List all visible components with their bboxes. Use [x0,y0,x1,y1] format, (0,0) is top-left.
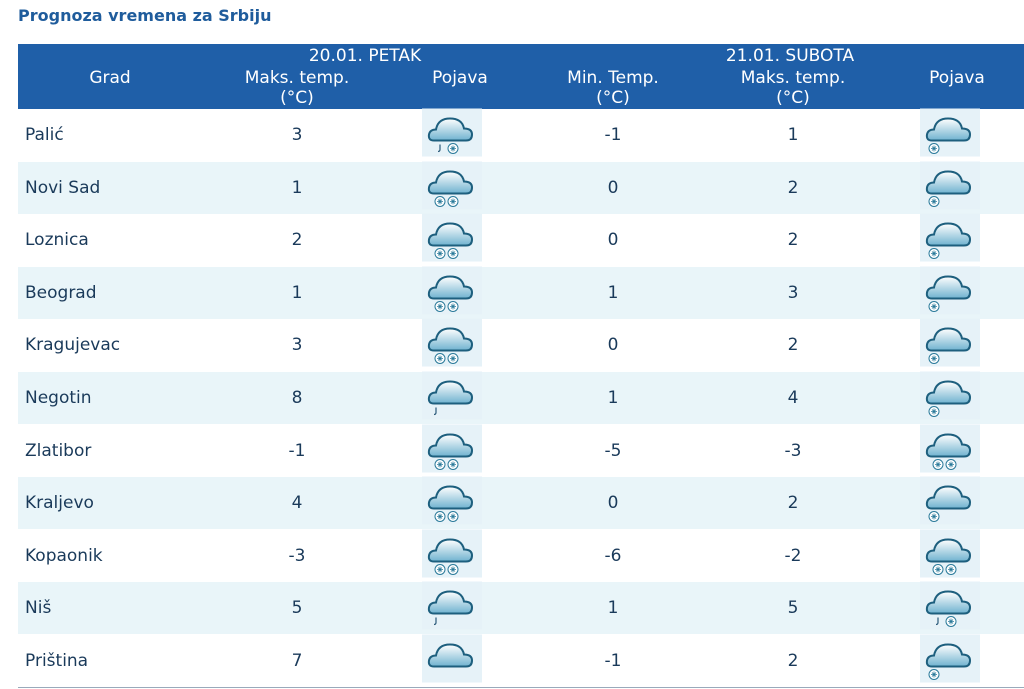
city-cell: Palić [25,125,64,146]
weather-icon [920,108,980,162]
weather-icon [422,108,482,162]
temp-cell: 1 [291,177,303,198]
city-cell: Negotin [25,388,92,409]
temp-cell: 3 [291,335,303,356]
weather-icon [422,318,482,372]
temp-cell: 1 [607,598,619,619]
temp-cell: 1 [787,125,799,146]
weather-icon [422,213,482,267]
temp-cell: 0 [607,493,619,514]
temp-cell: 2 [787,230,799,251]
temp-cell: 1 [607,282,619,303]
weather-icon [920,529,980,582]
column-header: Pojava [432,68,488,88]
city-cell: Beograd [25,282,97,303]
temp-cell: 2 [291,230,303,251]
temp-cell: 4 [291,493,303,514]
weather-icon [920,213,980,267]
weather-icon [422,424,482,477]
temp-cell: 8 [291,388,303,409]
temp-cell: 2 [787,335,799,356]
weather-icon [920,634,980,687]
city-cell: Priština [25,650,89,671]
weather-icon [920,476,980,530]
weather-icon [422,371,482,425]
temp-cell: 2 [787,493,799,514]
temp-cell: -2 [784,545,802,566]
weather-icon [422,581,482,635]
day-header: 20.01. PETAK [308,46,422,66]
weather-icon [920,581,980,635]
temp-cell: 2 [787,177,799,198]
column-header: Min. Temp. (°C) [567,68,659,108]
temp-cell: -3 [784,440,802,461]
table-row: Novi Sad 1 0 2 [18,161,1024,215]
weather-icon [422,634,482,687]
temp-cell: 0 [607,335,619,356]
temp-cell: -1 [604,650,622,671]
table-row: Kraljevo 4 0 2 [18,476,1024,530]
temp-cell: -6 [604,545,622,566]
temp-cell: -1 [288,440,306,461]
temp-cell: 5 [291,598,303,619]
temp-cell: 0 [607,177,619,198]
column-header: Grad [89,68,131,88]
weather-icon [422,161,482,214]
weather-icon [920,424,980,477]
table-header: 20.01. PETAK 21.01. SUBOTA Grad Maks. te… [18,44,1024,110]
temp-cell: 3 [787,282,799,303]
temp-cell: 7 [291,650,303,671]
table-row: Beograd 1 1 3 [18,266,1024,320]
city-cell: Niš [25,598,52,619]
temp-cell: 1 [607,388,619,409]
table-row: Kragujevac 3 0 2 [18,318,1024,372]
weather-icon [920,266,980,319]
table-row: Kopaonik -3 -6 -2 [18,529,1024,582]
weather-icon [422,476,482,530]
column-header: Maks. temp. (°C) [740,68,846,108]
temp-cell: 0 [607,230,619,251]
city-cell: Kragujevac [25,335,121,356]
temp-cell: -1 [604,125,622,146]
city-cell: Kraljevo [25,493,94,514]
day-header: 21.01. SUBOTA [725,46,855,66]
column-header: Pojava [929,68,985,88]
table-row: Priština 7 -1 2 [18,634,1024,688]
city-cell: Zlatibor [25,440,92,461]
city-cell: Loznica [25,230,89,251]
weather-icon [920,318,980,372]
table-row: Negotin 8 1 4 [18,371,1024,425]
column-header: Maks. temp. (°C) [244,68,350,108]
city-cell: Kopaonik [25,545,103,566]
table-row: Niš 5 1 5 [18,581,1024,635]
table-row: Palić 3 -1 1 [18,108,1024,162]
city-cell: Novi Sad [25,177,101,198]
temp-cell: -3 [288,545,306,566]
temp-cell: 3 [291,125,303,146]
temp-cell: 5 [787,598,799,619]
table-row: Zlatibor -1 -5 -3 [18,424,1024,477]
weather-icon [422,529,482,582]
table-row: Loznica 2 0 2 [18,213,1024,267]
temp-cell: 4 [787,388,799,409]
temp-cell: 2 [787,650,799,671]
page-title: Prognoza vremena za Srbiju [18,6,272,25]
weather-icon [422,266,482,319]
weather-icon [920,161,980,214]
temp-cell: 1 [291,282,303,303]
weather-icon [920,371,980,425]
temp-cell: -5 [604,440,622,461]
